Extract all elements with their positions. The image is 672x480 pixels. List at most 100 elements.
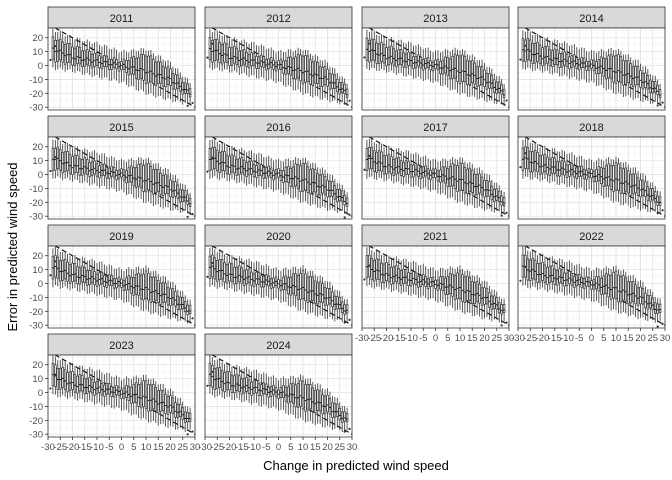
box [641, 72, 645, 90]
box [296, 53, 300, 79]
box [238, 265, 241, 283]
outlier-point [186, 215, 189, 219]
x-tick-label: 30 [190, 442, 201, 453]
box [536, 41, 539, 62]
facet-strip-label: 2011 [110, 13, 134, 25]
box [228, 262, 231, 282]
box [216, 260, 219, 282]
box [502, 88, 506, 99]
outlier-point [505, 99, 508, 102]
facet-strip-label: 2014 [579, 13, 603, 25]
box [73, 263, 77, 282]
box [612, 55, 615, 83]
box [125, 384, 128, 398]
box [134, 167, 138, 188]
box [85, 270, 89, 286]
box [228, 155, 231, 175]
box [154, 61, 158, 86]
outlier-point [363, 168, 366, 171]
box [551, 50, 554, 67]
outlier-point [505, 321, 508, 324]
plot-data-area [49, 246, 195, 326]
y-tick-label: -20 [29, 307, 43, 318]
box [301, 380, 305, 410]
outlier-point [368, 154, 371, 157]
box [328, 398, 332, 415]
box [223, 42, 226, 63]
box [218, 42, 221, 64]
box [142, 54, 145, 81]
x-tick-label: 0 [276, 442, 281, 453]
box [81, 50, 84, 68]
box [340, 81, 344, 94]
box [238, 375, 241, 392]
x-tick-label: -20 [536, 333, 550, 344]
box [56, 146, 60, 169]
box [294, 273, 297, 297]
outlier-point [49, 169, 52, 173]
box [316, 62, 319, 84]
box [100, 56, 104, 70]
box [502, 197, 506, 207]
box [563, 161, 566, 176]
box [311, 276, 315, 301]
facet-panel-2020: 2020 [204, 224, 353, 329]
box [179, 189, 182, 203]
box [343, 411, 346, 422]
box [529, 39, 532, 62]
box [314, 280, 317, 304]
box [493, 295, 496, 309]
box [468, 167, 472, 192]
box [390, 267, 393, 285]
box [446, 276, 449, 295]
box [570, 273, 574, 286]
facet-strip-label: 2021 [423, 231, 447, 243]
box [634, 65, 637, 86]
outlier-point [656, 211, 659, 215]
box [533, 259, 537, 281]
box [225, 264, 229, 284]
box [340, 411, 344, 423]
box [631, 173, 635, 195]
box [95, 52, 99, 66]
box [176, 74, 180, 89]
box [466, 168, 469, 195]
box [59, 38, 62, 61]
box [546, 267, 549, 285]
box [98, 55, 101, 69]
box [526, 38, 530, 61]
box [336, 296, 339, 310]
box [152, 169, 155, 195]
box [609, 54, 613, 79]
box [471, 169, 474, 193]
box [555, 49, 559, 66]
outlier-point [49, 387, 52, 390]
box [538, 44, 542, 64]
box [137, 163, 140, 187]
box [634, 284, 637, 305]
box [73, 47, 77, 67]
box [142, 273, 145, 301]
box [500, 304, 503, 315]
y-tick-label: 10 [32, 156, 43, 167]
box [495, 297, 498, 310]
facet-strip-label: 2015 [109, 122, 133, 134]
outlier-point [186, 104, 189, 107]
box [444, 277, 447, 295]
box [614, 161, 618, 191]
y-tick-label: 20 [32, 33, 43, 44]
x-tick-label: -10 [404, 333, 418, 344]
box [174, 74, 177, 90]
box [323, 176, 327, 195]
box [83, 157, 86, 174]
box [78, 267, 82, 285]
box [149, 55, 153, 82]
box [558, 268, 561, 284]
box [444, 166, 447, 184]
x-tick-label: 25 [647, 333, 658, 344]
outlier-point [206, 384, 209, 387]
box [213, 39, 217, 62]
box [134, 273, 138, 295]
x-tick-label: 5 [131, 442, 136, 453]
box [399, 270, 403, 286]
